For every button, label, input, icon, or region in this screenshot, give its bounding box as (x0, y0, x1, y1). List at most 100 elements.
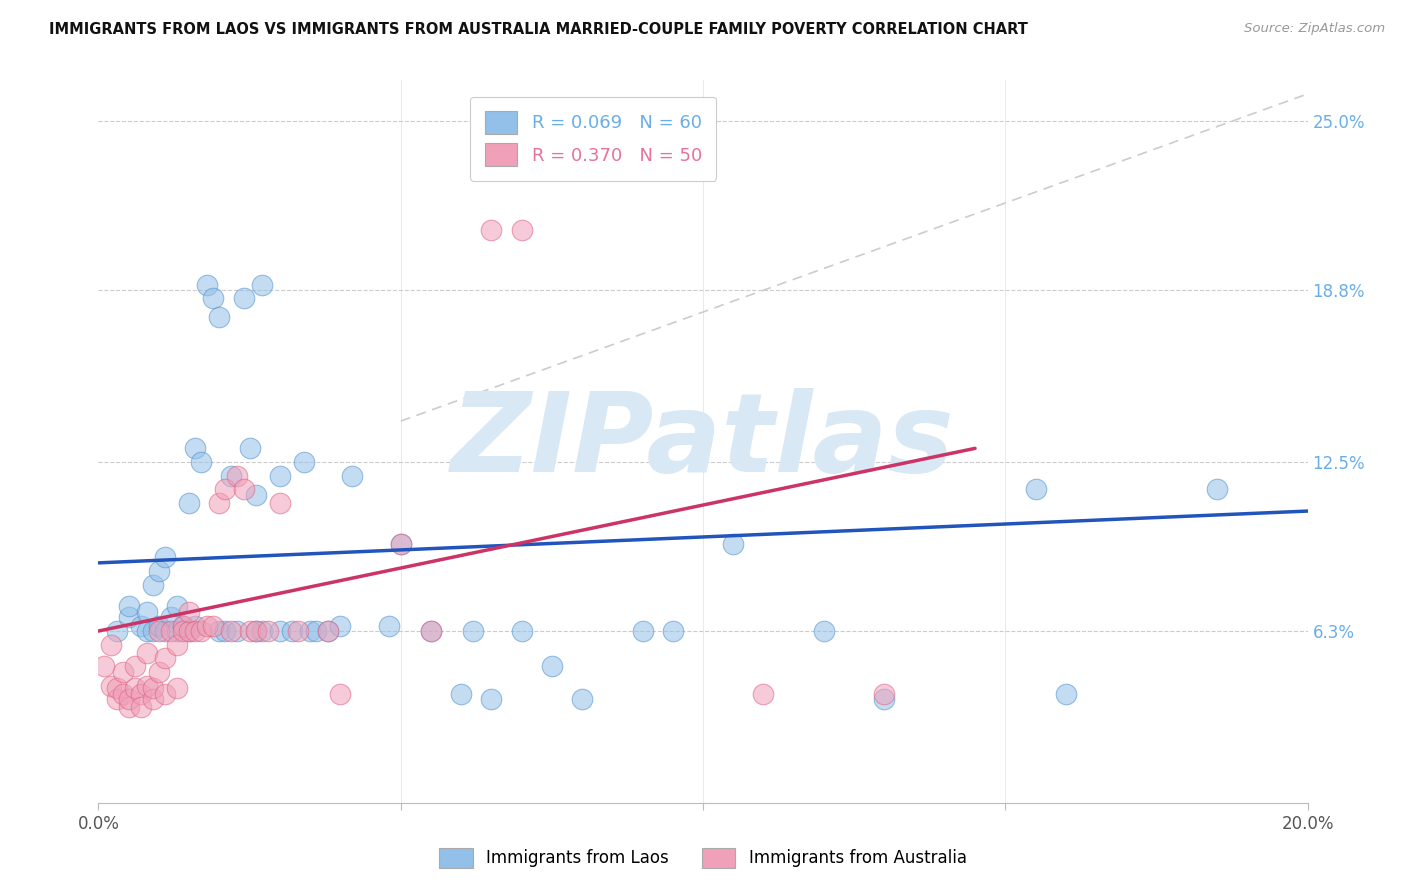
Point (160, 624, 183, 638)
Point (172, 618, 194, 632)
Point (329, 687, 352, 701)
Point (184, 442, 207, 456)
Point (450, 687, 472, 701)
Point (1024, 482, 1046, 496)
Point (166, 624, 188, 638)
Point (105, 681, 128, 696)
Point (250, 624, 273, 638)
Point (481, 692, 503, 706)
Point (226, 468, 249, 483)
Point (232, 292, 254, 306)
Point (153, 651, 176, 665)
Point (142, 692, 165, 706)
Point (153, 624, 176, 638)
Legend: Immigrants from Laos, Immigrants from Australia: Immigrants from Laos, Immigrants from Au… (433, 841, 973, 875)
Point (129, 700, 152, 714)
Point (269, 624, 291, 638)
Point (135, 605, 157, 619)
Point (124, 659, 146, 673)
Point (316, 624, 339, 638)
Point (226, 624, 249, 638)
Point (661, 624, 683, 638)
Point (135, 646, 157, 660)
Point (179, 496, 201, 510)
Point (873, 692, 896, 706)
Point (153, 550, 176, 565)
Point (571, 692, 593, 706)
Point (179, 624, 201, 638)
Point (190, 455, 212, 469)
Point (245, 624, 267, 638)
Point (287, 624, 309, 638)
Point (316, 624, 339, 638)
Point (269, 496, 291, 510)
Point (463, 624, 485, 638)
Point (281, 624, 304, 638)
Point (142, 624, 165, 638)
Point (305, 624, 328, 638)
Point (752, 687, 775, 701)
Point (214, 482, 236, 496)
Point (510, 624, 533, 638)
Point (179, 624, 201, 638)
Point (420, 624, 443, 638)
Point (329, 618, 352, 632)
Point (118, 599, 141, 614)
Point (631, 624, 654, 638)
Legend: R = 0.069   N = 60, R = 0.370   N = 50: R = 0.069 N = 60, R = 0.370 N = 50 (470, 96, 716, 181)
Point (389, 537, 412, 551)
Point (148, 618, 170, 632)
Point (142, 577, 165, 591)
Point (389, 537, 412, 551)
Point (184, 618, 207, 632)
Point (208, 624, 231, 638)
Point (540, 659, 562, 673)
Point (1054, 687, 1077, 701)
Point (105, 692, 128, 706)
Point (239, 624, 262, 638)
Point (221, 468, 243, 483)
Point (214, 624, 236, 638)
Point (166, 599, 188, 614)
Point (873, 687, 896, 701)
Point (813, 624, 835, 638)
Text: Source: ZipAtlas.com: Source: ZipAtlas.com (1244, 22, 1385, 36)
Point (420, 624, 443, 638)
Point (166, 638, 188, 652)
Point (232, 482, 254, 496)
Point (250, 277, 273, 292)
Point (195, 618, 218, 632)
Point (118, 610, 141, 624)
Point (166, 681, 188, 696)
Point (202, 292, 225, 306)
Point (135, 624, 157, 638)
Point (510, 223, 533, 237)
Point (342, 468, 364, 483)
Point (124, 681, 146, 696)
Text: ZIPatlas: ZIPatlas (451, 388, 955, 495)
Point (135, 679, 157, 693)
Point (269, 468, 291, 483)
Point (129, 687, 152, 701)
Point (172, 624, 194, 638)
Point (93, 659, 115, 673)
Point (105, 624, 128, 638)
Point (239, 442, 262, 456)
Point (377, 618, 399, 632)
Point (245, 488, 267, 502)
Point (100, 679, 122, 693)
Point (245, 624, 267, 638)
Point (160, 610, 183, 624)
Point (195, 277, 218, 292)
Point (292, 455, 315, 469)
Point (148, 624, 170, 638)
Point (153, 687, 176, 701)
Point (190, 624, 212, 638)
Point (129, 618, 152, 632)
Point (148, 564, 170, 578)
Point (111, 687, 134, 701)
Point (256, 624, 278, 638)
Point (299, 624, 322, 638)
Point (208, 310, 231, 325)
Point (111, 665, 134, 679)
